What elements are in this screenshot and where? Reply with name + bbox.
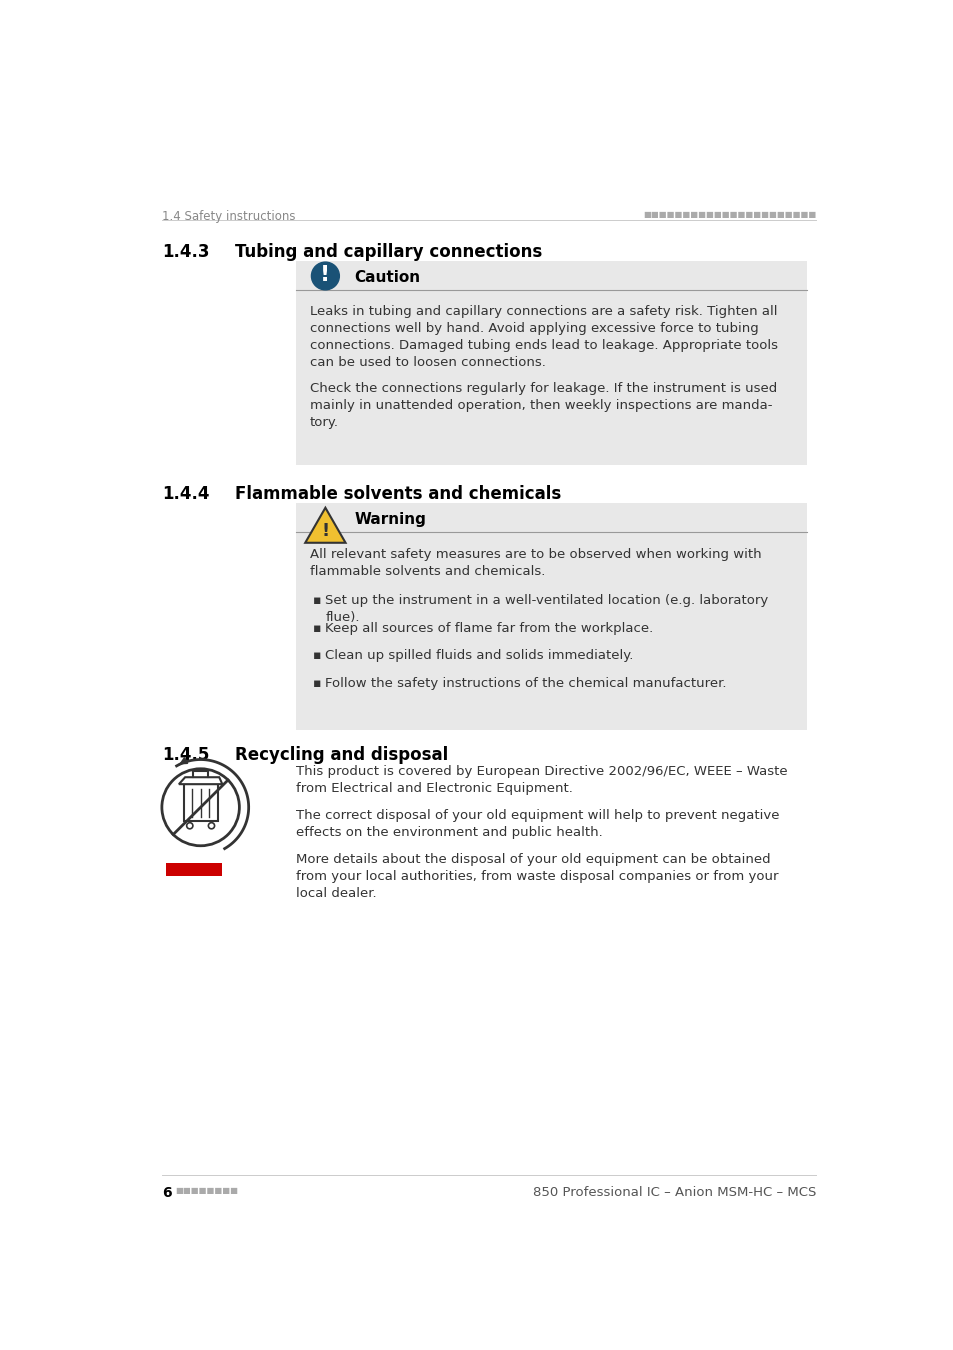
Text: Set up the instrument in a well-ventilated location (e.g. laboratory
flue).: Set up the instrument in a well-ventilat… xyxy=(325,594,768,624)
Text: ▪: ▪ xyxy=(313,649,321,663)
Text: !: ! xyxy=(320,265,330,285)
Text: ▪: ▪ xyxy=(313,678,321,690)
Text: Leaks in tubing and capillary connections are a safety risk. Tighten all
connect: Leaks in tubing and capillary connection… xyxy=(310,305,777,369)
Text: More details about the disposal of your old equipment can be obtained
from your : More details about the disposal of your … xyxy=(295,853,778,900)
Text: 1.4.4: 1.4.4 xyxy=(162,486,209,504)
Text: ■■■■■■■■: ■■■■■■■■ xyxy=(174,1187,238,1195)
Text: 1.4.3: 1.4.3 xyxy=(162,243,209,261)
Polygon shape xyxy=(179,778,222,784)
Text: Recycling and disposal: Recycling and disposal xyxy=(235,745,448,764)
FancyBboxPatch shape xyxy=(183,784,217,821)
Text: Clean up spilled fluids and solids immediately.: Clean up spilled fluids and solids immed… xyxy=(325,649,633,663)
FancyBboxPatch shape xyxy=(166,864,221,876)
Text: Warning: Warning xyxy=(354,513,425,528)
FancyBboxPatch shape xyxy=(295,504,806,730)
Text: ■■■■■■■■■■■■■■■■■■■■■■: ■■■■■■■■■■■■■■■■■■■■■■ xyxy=(643,209,816,219)
Text: 850 Professional IC – Anion MSM-HC – MCS: 850 Professional IC – Anion MSM-HC – MCS xyxy=(532,1187,815,1199)
Text: 1.4.5: 1.4.5 xyxy=(162,745,209,764)
FancyBboxPatch shape xyxy=(295,261,806,464)
Text: Caution: Caution xyxy=(354,270,419,285)
Text: ▪: ▪ xyxy=(313,594,321,608)
Text: This product is covered by European Directive 2002/96/EC, WEEE – Waste
from Elec: This product is covered by European Dire… xyxy=(295,765,787,795)
Text: Tubing and capillary connections: Tubing and capillary connections xyxy=(235,243,542,261)
Text: Follow the safety instructions of the chemical manufacturer.: Follow the safety instructions of the ch… xyxy=(325,678,726,690)
Text: Keep all sources of flame far from the workplace.: Keep all sources of flame far from the w… xyxy=(325,622,653,634)
Text: All relevant safety measures are to be observed when working with
flammable solv: All relevant safety measures are to be o… xyxy=(310,548,760,578)
Text: Check the connections regularly for leakage. If the instrument is used
mainly in: Check the connections regularly for leak… xyxy=(310,382,777,429)
Text: ▪: ▪ xyxy=(313,622,321,634)
Polygon shape xyxy=(305,508,345,543)
Circle shape xyxy=(208,822,214,829)
Circle shape xyxy=(311,262,339,290)
Text: 1.4 Safety instructions: 1.4 Safety instructions xyxy=(162,209,295,223)
Text: Flammable solvents and chemicals: Flammable solvents and chemicals xyxy=(235,486,561,504)
Text: 6: 6 xyxy=(162,1187,172,1200)
Text: The correct disposal of your old equipment will help to prevent negative
effects: The correct disposal of your old equipme… xyxy=(295,809,779,838)
Text: !: ! xyxy=(321,521,329,540)
Circle shape xyxy=(187,822,193,829)
